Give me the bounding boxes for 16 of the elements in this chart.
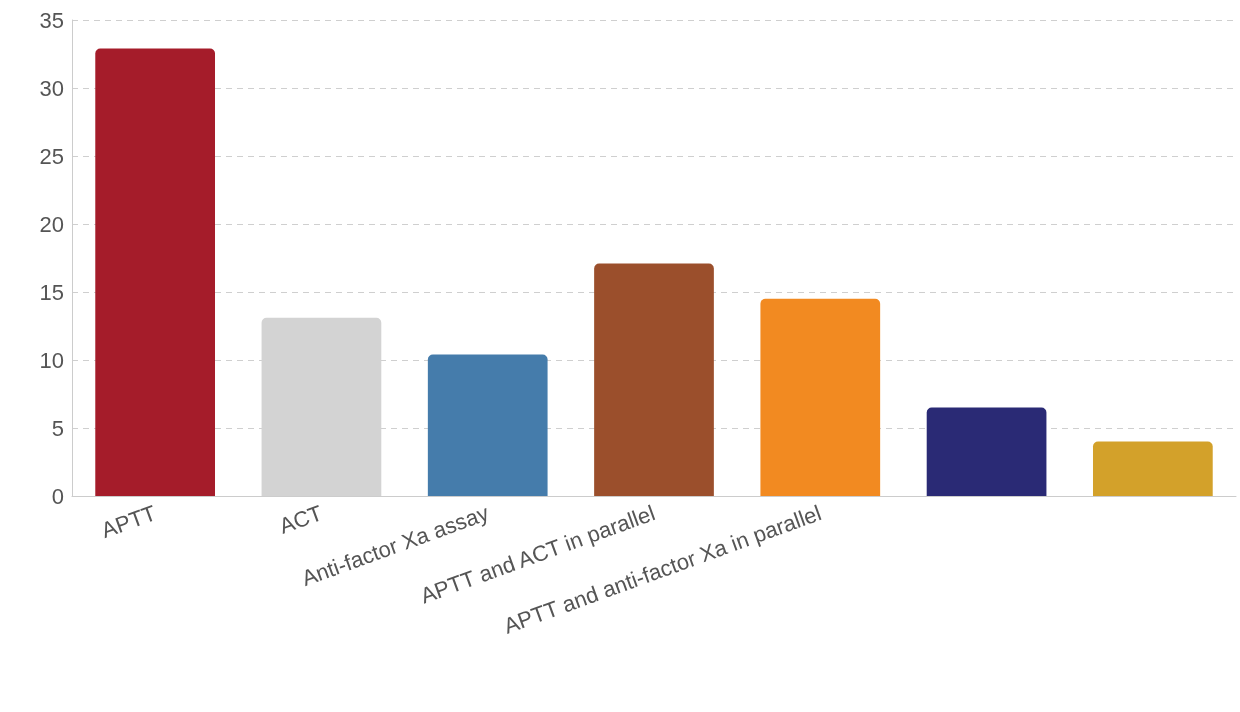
y-tick-label: 35 (39, 7, 64, 33)
y-tick-label: 5 (51, 415, 64, 441)
bar (594, 263, 714, 496)
y-tick-label: 10 (39, 347, 64, 373)
x-tick-label: APTT (98, 500, 160, 543)
bar (427, 354, 548, 496)
y-tick-label: 15 (39, 279, 64, 305)
bar (760, 298, 881, 496)
x-tick-label: ACT (275, 500, 326, 539)
bar (1092, 441, 1213, 496)
y-tick-label: 25 (39, 143, 64, 169)
y-tick-label: 20 (39, 211, 64, 237)
y-tick-label: 0 (51, 483, 64, 509)
bar (926, 407, 1047, 496)
y-tick-label: 30 (39, 75, 64, 101)
bar (95, 48, 216, 496)
